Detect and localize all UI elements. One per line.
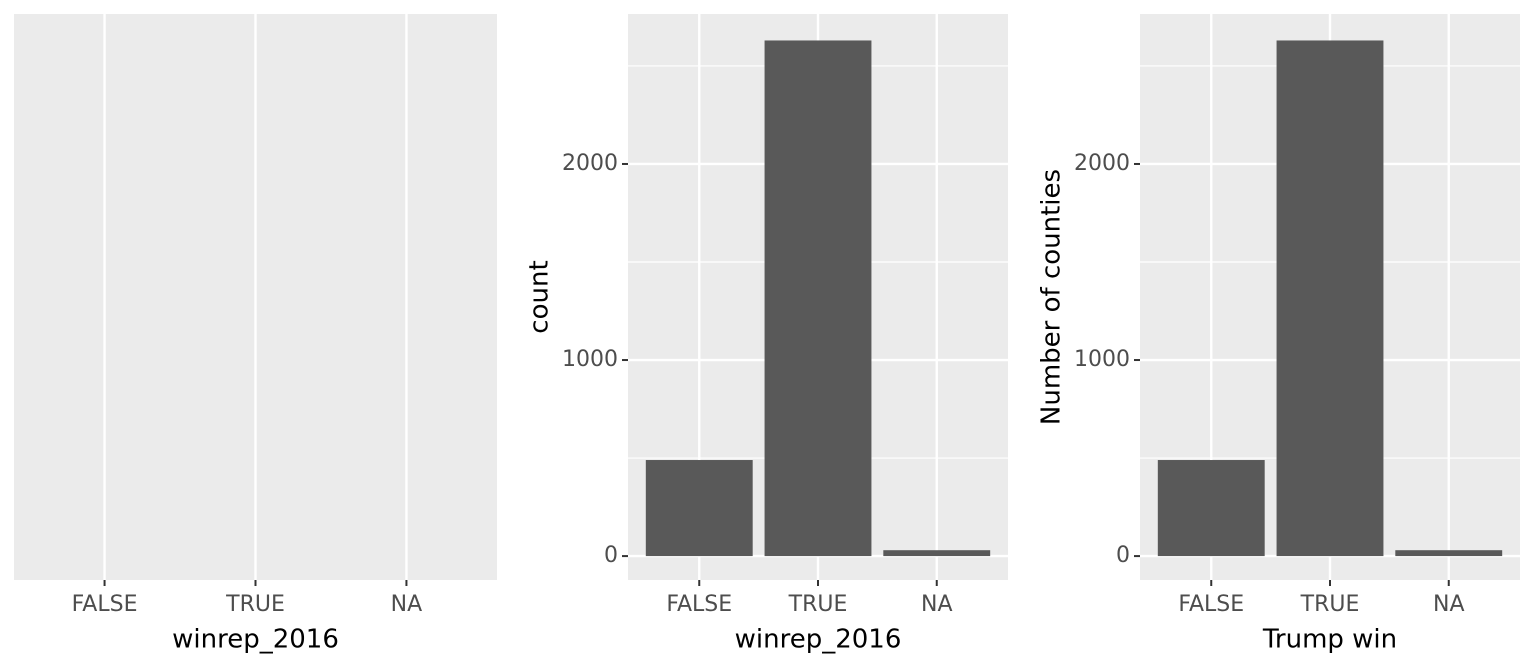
x-tick-label: FALSE	[1178, 592, 1244, 617]
bar	[645, 460, 753, 557]
bar	[1276, 40, 1384, 557]
y-tick-label: 0	[1116, 543, 1130, 568]
y-axis-title: Number of counties	[1037, 169, 1067, 425]
x-tick-label: TRUE	[1300, 592, 1360, 617]
x-tick-label: NA	[391, 592, 423, 617]
y-tick-label: 2000	[562, 151, 618, 176]
bar	[883, 550, 991, 557]
x-tick-label: FALSE	[72, 592, 138, 617]
y-tick-label: 1000	[562, 347, 618, 372]
x-axis-title: Trump win	[1262, 625, 1397, 655]
bar	[1395, 550, 1503, 557]
x-axis-title: winrep_2016	[735, 625, 902, 655]
y-axis-title: count	[525, 260, 555, 333]
x-tick-label: FALSE	[666, 592, 732, 617]
x-tick-label: NA	[1433, 592, 1465, 617]
bar	[1157, 460, 1265, 557]
y-tick-label: 0	[604, 543, 618, 568]
bar	[764, 40, 872, 557]
y-tick-label: 2000	[1074, 151, 1130, 176]
x-axis-title: winrep_2016	[172, 625, 339, 655]
x-tick-label: NA	[921, 592, 953, 617]
x-tick-label: TRUE	[788, 592, 848, 617]
x-tick-label: TRUE	[225, 592, 285, 617]
y-tick-label: 1000	[1074, 347, 1130, 372]
